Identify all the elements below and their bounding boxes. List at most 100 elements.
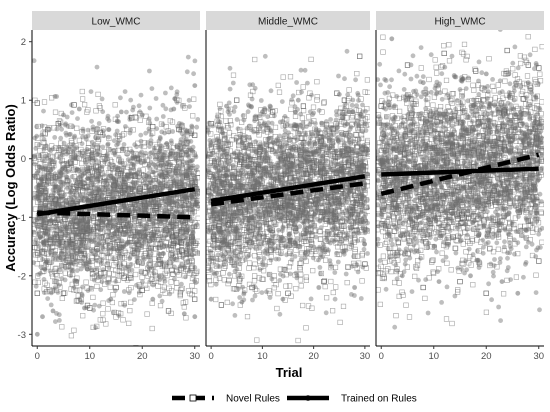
trained-point [190,240,196,246]
trained-point [82,236,87,242]
novel-point [71,244,77,251]
novel-point [260,230,267,237]
trained-point [49,252,54,258]
novel-point [122,172,128,178]
trained-point [134,282,139,288]
novel-point [363,265,369,271]
novel-point [90,159,96,165]
trained-point [92,302,98,308]
trained-point [149,150,155,156]
novel-point [251,278,258,284]
trained-point [101,190,107,195]
novel-point [268,162,275,168]
trained-point [50,195,56,200]
trained-point [185,252,191,258]
trained-point [96,186,101,192]
trained-point [129,267,135,273]
trained-point [65,181,71,187]
trained-point [40,239,46,245]
trained-point [117,216,122,222]
trained-point [188,203,194,209]
novel-point [185,288,192,294]
novel-point [184,132,190,138]
trained-point [169,226,175,231]
novel-point [109,207,115,214]
novel-point [94,134,100,140]
trained-point [146,174,152,180]
trained-point [100,246,106,252]
novel-point [81,181,87,187]
trained-point [143,203,149,209]
novel-point [177,291,184,297]
novel-point [56,189,63,195]
trained-point [74,231,80,237]
trained-point [77,228,83,234]
novel-point [135,222,142,228]
novel-point [83,217,89,223]
trained-point [72,227,78,233]
novel-point [118,311,124,317]
trained-point [33,237,39,243]
facet-strip [32,11,200,30]
novel-point [95,91,101,97]
trained-point [53,178,58,184]
novel-point [286,250,293,257]
trained-point [50,159,55,164]
trained-point [192,202,198,208]
trained-point [158,218,164,224]
trained-point [116,251,122,257]
trained-point [100,233,106,239]
novel-point [176,272,182,278]
trained-point [102,187,108,193]
trained-point [60,152,65,158]
trained-point [134,258,140,264]
novel-point [154,153,160,159]
trained-point [59,231,65,236]
trained-point [74,200,80,206]
novel-point [158,220,165,226]
trained-point [43,260,49,266]
trained-point [189,252,195,258]
trained-point [37,195,42,201]
trained-point [146,184,151,190]
trained-point [150,232,156,238]
trained-point [173,181,179,187]
trained-point [191,71,197,77]
trained-point [120,218,126,224]
trained-point [137,236,143,242]
trained-point [72,146,78,152]
trained-point [71,249,77,254]
novel-point [259,200,265,206]
novel-point [168,155,174,161]
trained-point [70,198,76,203]
trained-point [84,222,89,228]
novel-point [100,126,107,132]
trained-point [158,218,164,224]
trained-point [39,176,44,182]
trained-point [57,318,62,323]
novel-point [332,264,339,271]
novel-point [40,152,46,158]
trained-point [158,157,164,163]
data-point [34,331,40,337]
trained-point [158,162,164,168]
trained-point [80,150,86,156]
trained-point [41,242,47,248]
trained-point [41,277,47,282]
trained-point [162,173,168,179]
novel-point [59,255,65,261]
trained-point [74,180,80,186]
novel-point [247,92,254,98]
trained-point [169,221,175,227]
trained-point [170,179,176,185]
novel-point [321,100,327,106]
trained-point [57,267,63,273]
trained-point [48,247,54,253]
novel-point [108,233,114,240]
trained-point [189,252,195,258]
trained-point [37,235,43,241]
trained-point [64,253,70,259]
novel-point [208,131,214,137]
novel-point [64,178,70,184]
trained-point [187,172,193,178]
